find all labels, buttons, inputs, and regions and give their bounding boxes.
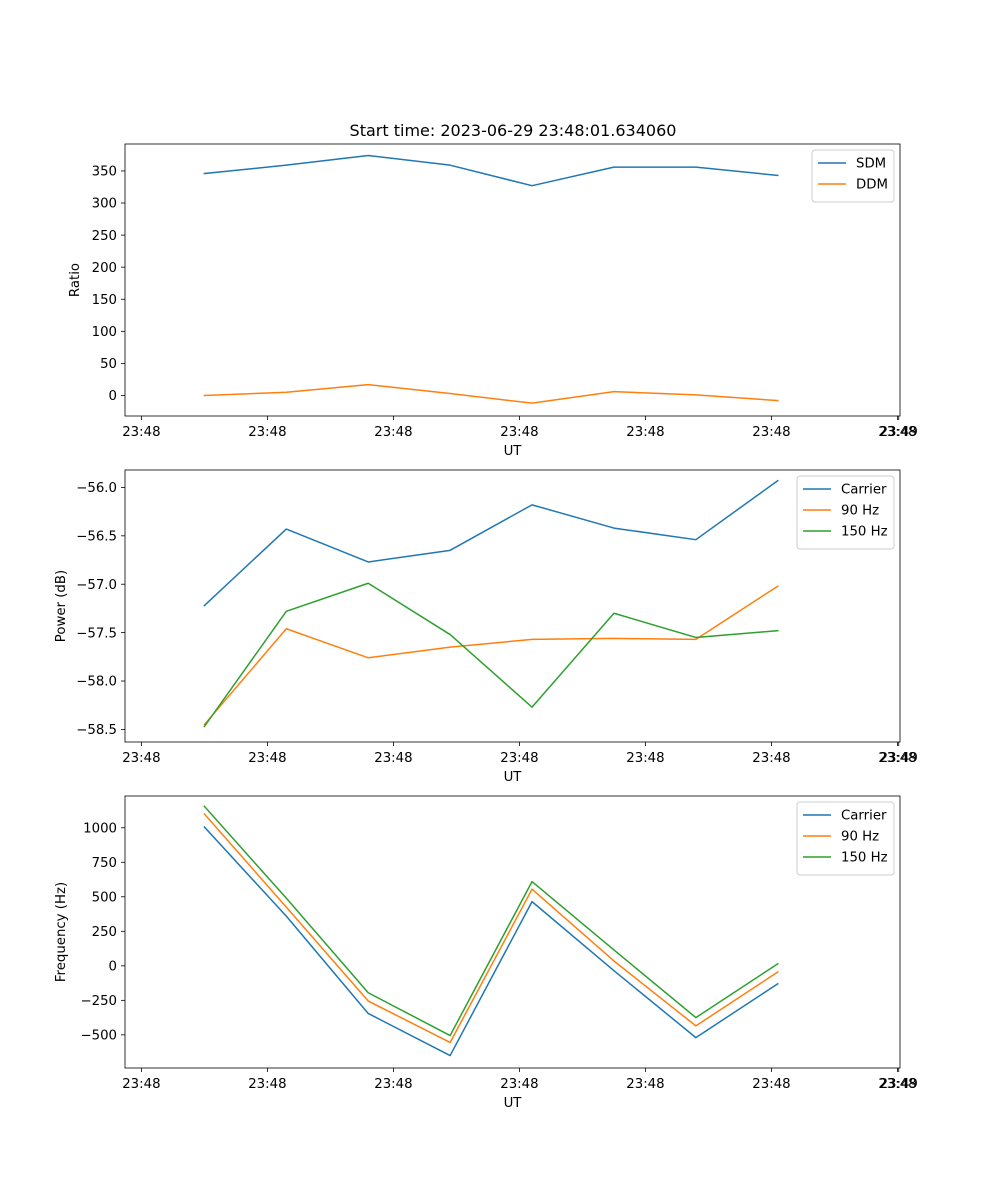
frequency-y-tick-label-2: 0 <box>109 960 117 975</box>
ratio-y-tick-label-4: 200 <box>92 261 117 276</box>
frequency-series-line-2 <box>203 805 779 1037</box>
frequency-series-line-1 <box>203 812 779 1044</box>
ratio-series-line-0 <box>203 154 779 187</box>
power-x-tick-label-7: 23:49 <box>880 751 918 766</box>
power-legend-label-0: Carrier <box>841 483 887 498</box>
frequency-legend-label-0: Carrier <box>841 809 887 824</box>
power-y-tick-label-4: −56.5 <box>76 530 117 545</box>
power-x-axis-label: UT <box>504 770 523 785</box>
frequency-x-tick-label-3: 23:48 <box>500 1077 538 1092</box>
frequency-y-axis-label: Frequency (Hz) <box>54 882 69 982</box>
power-x-tick-label-0: 23:48 <box>122 751 160 766</box>
ratio-x-tick-label-7: 23:49 <box>880 425 918 440</box>
power-axes-frame <box>124 469 901 743</box>
power-x-tick-label-6: 23:48 <box>878 751 916 766</box>
ratio-x-tick-label-2: 23:48 <box>374 425 412 440</box>
frequency-x-tick-label-0: 23:48 <box>122 1077 160 1092</box>
frequency-x-axis-label: UT <box>504 1096 523 1111</box>
frequency-axes-frame <box>124 795 901 1069</box>
ratio-y-tick-label-3: 150 <box>92 293 117 308</box>
power-x-tick-label-5: 23:48 <box>752 751 790 766</box>
ratio-y-tick-label-6: 300 <box>92 197 117 212</box>
ratio-legend-label-1: DDM <box>856 178 888 193</box>
ratio-x-tick-label-4: 23:48 <box>626 425 664 440</box>
frequency-y-tick-label-3: 250 <box>92 925 117 940</box>
power-series-line-1 <box>203 585 779 726</box>
power-y-tick-label-5: −56.0 <box>76 481 117 496</box>
frequency-y-tick-label-1: −250 <box>80 994 117 1009</box>
ratio-x-tick-label-0: 23:48 <box>122 425 160 440</box>
ratio-series-line-1 <box>203 383 779 404</box>
frequency-x-tick-label-6: 23:48 <box>878 1077 916 1092</box>
power-y-tick-label-0: −58.5 <box>76 723 117 738</box>
frequency-x-tick-label-2: 23:48 <box>374 1077 412 1092</box>
power-series-line-2 <box>203 582 779 728</box>
frequency-x-tick-label-7: 23:49 <box>880 1077 918 1092</box>
power-x-tick-label-2: 23:48 <box>374 751 412 766</box>
power-x-tick-label-4: 23:48 <box>626 751 664 766</box>
frequency-legend-label-1: 90 Hz <box>841 830 879 845</box>
power-legend-label-1: 90 Hz <box>841 504 879 519</box>
frequency-panel: 23:48 23:48 23:48 23:48 23:48 23:48 23:4823:49… <box>54 795 918 1111</box>
ratio-y-tick-label-2: 100 <box>92 325 117 340</box>
power-x-tick-label-3: 23:48 <box>500 751 538 766</box>
ratio-axes-frame <box>124 143 901 417</box>
frequency-legend-label-2: 150 Hz <box>841 851 888 866</box>
ratio-x-axis-label: UT <box>504 444 523 459</box>
ratio-x-tick-label-6: 23:48 <box>878 425 916 440</box>
power-legend-label-2: 150 Hz <box>841 525 888 540</box>
ratio-x-tick-label-3: 23:48 <box>500 425 538 440</box>
ratio-y-tick-label-0: 0 <box>109 389 117 404</box>
frequency-y-tick-label-6: 1000 <box>83 821 117 836</box>
ratio-legend-label-0: SDM <box>856 157 886 172</box>
frequency-y-tick-label-5: 750 <box>92 856 117 871</box>
power-y-tick-label-3: −57.0 <box>76 578 117 593</box>
ratio-y-tick-label-7: 350 <box>92 165 117 180</box>
ratio-y-axis-label: Ratio <box>68 263 83 297</box>
figure-title: Start time: 2023-06-29 23:48:01.634060 <box>350 121 677 140</box>
frequency-x-tick-label-1: 23:48 <box>248 1077 286 1092</box>
frequency-x-tick-label-4: 23:48 <box>626 1077 664 1092</box>
frequency-series-line-0 <box>203 826 779 1057</box>
ratio-panel: 23:48 23:48 23:48 23:48 23:48 23:48 23:4823:49… <box>68 143 918 459</box>
ratio-x-tick-label-1: 23:48 <box>248 425 286 440</box>
power-y-tick-label-1: −58.0 <box>76 675 117 690</box>
ratio-y-tick-label-1: 50 <box>100 357 117 372</box>
ratio-x-tick-label-5: 23:48 <box>752 425 790 440</box>
power-panel: 23:48 23:48 23:48 23:48 23:48 23:48 23:4823:49… <box>54 469 918 785</box>
power-y-tick-label-2: −57.5 <box>76 626 117 641</box>
frequency-x-tick-label-5: 23:48 <box>752 1077 790 1092</box>
ratio-y-tick-label-5: 250 <box>92 229 117 244</box>
power-x-tick-label-1: 23:48 <box>248 751 286 766</box>
power-y-axis-label: Power (dB) <box>54 570 69 642</box>
frequency-y-tick-label-0: −500 <box>80 1029 117 1044</box>
power-series-line-0 <box>203 479 779 607</box>
frequency-y-tick-label-4: 500 <box>92 890 117 905</box>
